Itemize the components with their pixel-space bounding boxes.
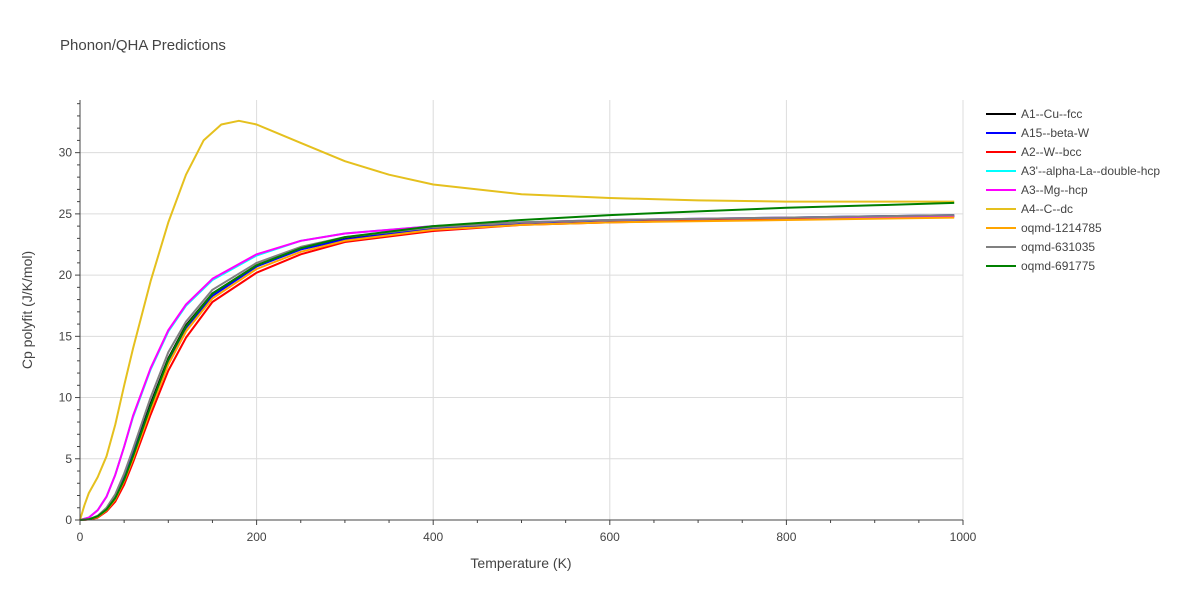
chart-title: Phonon/QHA Predictions [60, 37, 226, 54]
x-axis-title: Temperature (K) [470, 555, 571, 571]
x-tick-label: 200 [247, 530, 267, 544]
legend-item[interactable]: A15--beta-W [986, 126, 1090, 140]
legend-item[interactable]: oqmd-1214785 [986, 221, 1102, 235]
y-tick-label: 5 [65, 452, 72, 466]
series-line-7 [79, 214, 955, 521]
axes: 0 200 400 600 800 1000 0 5 10 15 20 25 30 [59, 100, 977, 544]
series-line-0 [79, 215, 955, 521]
plot-area [79, 119, 955, 521]
legend-label: A3'--alpha-La--double-hcp [1021, 164, 1160, 178]
y-tick-label: 25 [59, 207, 73, 221]
series-line-4 [79, 215, 955, 521]
legend-label: A15--beta-W [1021, 126, 1090, 140]
legend-label: A4--C--dc [1021, 202, 1073, 216]
legend-item[interactable]: oqmd-631035 [986, 240, 1095, 254]
legend-item[interactable]: A3--Mg--hcp [986, 183, 1088, 197]
y-tick-label: 30 [59, 146, 73, 160]
legend-item[interactable]: A4--C--dc [986, 202, 1073, 216]
series-line-6 [79, 216, 955, 521]
series-line-8 [79, 201, 955, 521]
legend-label: A1--Cu--fcc [1021, 107, 1082, 121]
legend-item[interactable]: A3'--alpha-La--double-hcp [986, 164, 1160, 178]
legend-item[interactable]: A2--W--bcc [986, 145, 1081, 159]
legend-item[interactable]: A1--Cu--fcc [986, 107, 1082, 121]
series-line-3 [79, 215, 955, 521]
y-tick-label: 10 [59, 391, 73, 405]
x-tick-label: 600 [600, 530, 620, 544]
y-tick-label: 15 [59, 329, 73, 343]
legend-item[interactable]: oqmd-691775 [986, 259, 1095, 273]
legend-label: oqmd-691775 [1021, 259, 1095, 273]
x-tick-label: 800 [776, 530, 796, 544]
legend-label: oqmd-631035 [1021, 240, 1095, 254]
grid [80, 100, 964, 520]
x-tick-label: 400 [423, 530, 443, 544]
y-axis-title: Cp polyfit (J/K/mol) [19, 251, 35, 369]
y-tick-label: 20 [59, 268, 73, 282]
series-line-1 [79, 214, 955, 521]
y-tick-label: 0 [65, 513, 72, 527]
legend: A1--Cu--fcc A15--beta-W A2--W--bcc A3'--alp… [986, 107, 1160, 273]
x-tick-label: 1000 [950, 530, 977, 544]
series-line-5 [79, 119, 955, 521]
series-line-2 [79, 215, 955, 521]
legend-label: A3--Mg--hcp [1021, 183, 1088, 197]
legend-label: oqmd-1214785 [1021, 221, 1102, 235]
legend-label: A2--W--bcc [1021, 145, 1081, 159]
x-tick-label: 0 [77, 530, 84, 544]
